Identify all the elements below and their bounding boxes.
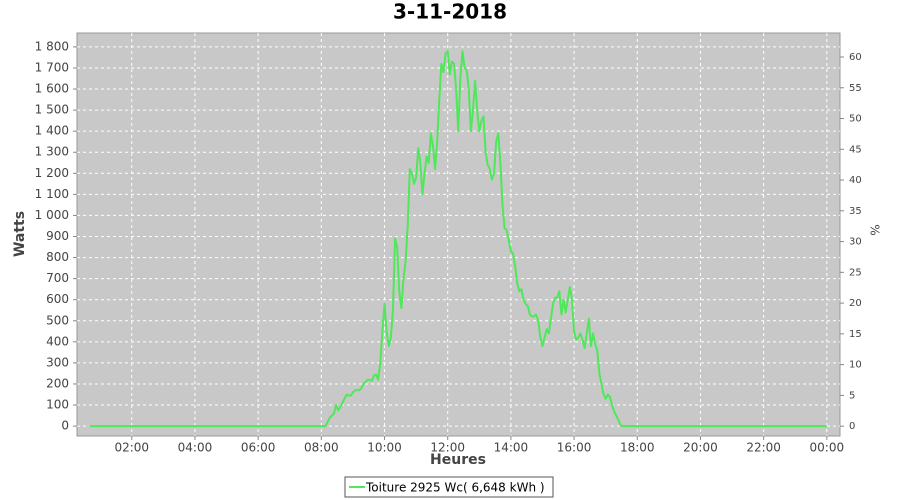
plot-area [76,32,841,437]
y2-tick-label: 60 [849,52,862,63]
y2-tick-label: 35 [849,206,862,217]
legend-label: Toiture 2925 Wc( 6,648 kWh ) [365,481,545,495]
y2-tick-label: 20 [849,298,862,309]
y2-tick-label: 50 [849,114,862,125]
y-tick-label: 1 200 [35,166,69,180]
y2-tick-label: 55 [849,83,862,94]
data-line [89,50,827,428]
x-axis-label: Heures [430,452,486,468]
y2-tick-label: 40 [849,175,862,186]
y2-tick-label: 15 [849,329,862,340]
x-tick-label: 12:00 [430,441,465,455]
legend [344,476,554,498]
y2-tick-label: 30 [849,237,862,248]
y2-tick-label: 25 [849,267,862,278]
y-tick-label: 1 600 [35,82,69,96]
y2-tick-label: 0 [849,421,855,432]
x-tick-label: 20:00 [683,441,718,455]
y2-tick-label: 10 [849,360,862,371]
y2-tick-label: 5 [849,390,855,401]
x-tick-label: 14:00 [494,441,529,455]
x-tick-label: 22:00 [746,441,781,455]
y-tick-label: 1 500 [35,103,69,117]
y-tick-label: 700 [46,271,69,285]
x-tick-label: 08:00 [304,441,339,455]
x-tick-label: 06:00 [241,441,276,455]
y-tick-label: 1 000 [35,208,69,222]
y-tick-label: 300 [46,355,69,369]
y-tick-label: 1 100 [35,187,69,201]
y-tick-label: 100 [46,398,69,412]
x-tick-label: 00:00 [810,441,845,455]
y-tick-label: 1 400 [35,124,69,138]
x-tick-label: 18:00 [620,441,655,455]
x-tick-label: 02:00 [114,441,149,455]
y2-axis-label: % [868,224,882,235]
y-axis-label: Watts [12,211,28,257]
y-tick-label: 500 [46,313,69,327]
y-tick-label: 200 [46,376,69,390]
y2-tick-label: 45 [849,144,862,155]
x-tick-label: 04:00 [178,441,213,455]
y-tick-label: 1 800 [35,39,69,53]
y-tick-label: 600 [46,292,69,306]
y-tick-label: 0 [61,419,69,433]
y-tick-label: 400 [46,334,69,348]
y-tick-label: 900 [46,229,69,243]
y-tick-label: 1 700 [35,60,69,74]
x-tick-label: 16:00 [557,441,592,455]
x-tick-label: 10:00 [367,441,402,455]
y-tick-label: 1 300 [35,145,69,159]
chart-title: 3-11-2018 [393,0,507,24]
y-tick-label: 800 [46,250,69,264]
